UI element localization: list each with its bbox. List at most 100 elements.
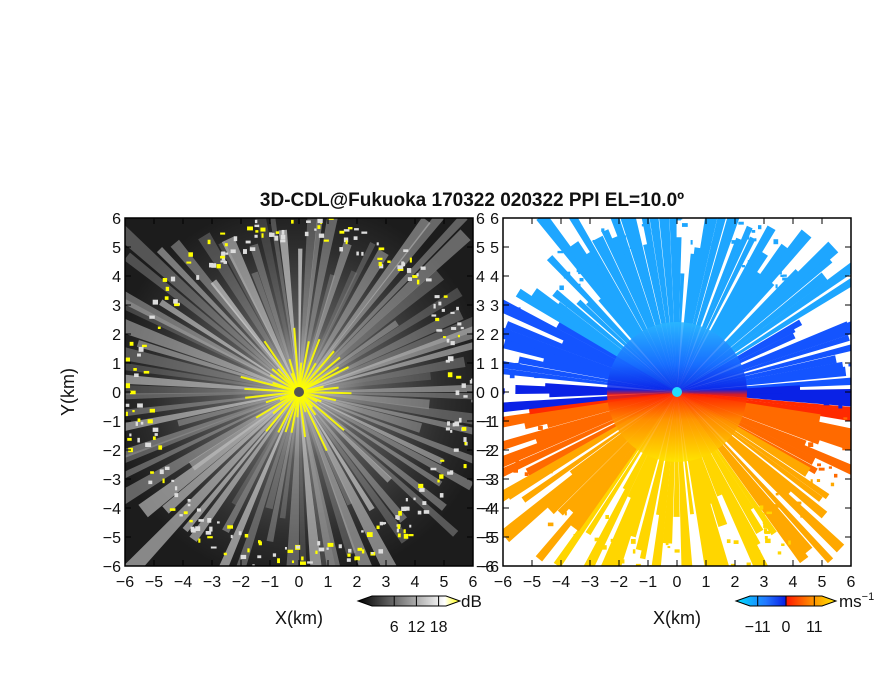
snr-edge-speckle bbox=[470, 378, 473, 381]
snr-edge-speckle bbox=[441, 308, 445, 312]
snr-xtick-label: 1 bbox=[324, 574, 333, 591]
snr-edge-speckle bbox=[159, 469, 164, 475]
snr-edge-speckle bbox=[164, 466, 170, 470]
radar-site-marker-left bbox=[294, 387, 304, 397]
snr-ray bbox=[299, 392, 375, 512]
snr-core-echo bbox=[298, 391, 307, 438]
snr-edge-speckle bbox=[345, 240, 348, 245]
velocity-ytick-label: 5 bbox=[490, 240, 499, 257]
snr-ray bbox=[231, 392, 299, 506]
snr-edge-speckle bbox=[174, 303, 180, 307]
snr-edge-speckle bbox=[338, 544, 342, 549]
snr-edge-speckle bbox=[165, 286, 170, 291]
velocity-edge-speckle bbox=[823, 282, 829, 286]
snr-edge-speckle bbox=[327, 542, 334, 547]
snr-ray bbox=[125, 392, 299, 566]
snr-ray bbox=[299, 218, 431, 392]
velocity-edge-speckle bbox=[683, 547, 687, 553]
snr-core-echo bbox=[277, 391, 300, 433]
snr-ray bbox=[266, 392, 299, 543]
snr-edge-speckle bbox=[317, 541, 321, 546]
snr-ytick-label-right: −4 bbox=[476, 501, 494, 518]
velocity-ray bbox=[677, 377, 851, 392]
snr-ray bbox=[125, 298, 299, 392]
snr-edge-speckle bbox=[133, 368, 137, 371]
snr-edge-speckle bbox=[179, 514, 183, 517]
snr-edge-speckle bbox=[207, 518, 212, 523]
velocity-edge-speckle bbox=[503, 416, 505, 420]
snr-edge-speckle bbox=[210, 546, 217, 549]
snr-edge-speckle bbox=[209, 526, 213, 532]
velocity-edge-speckle bbox=[564, 511, 567, 516]
snr-edge-speckle bbox=[450, 341, 455, 346]
snr-ray bbox=[188, 392, 299, 471]
velocity-edge-speckle bbox=[621, 559, 625, 564]
velocity-ray bbox=[641, 218, 677, 392]
snr-ray bbox=[286, 392, 299, 566]
snr-edge-speckle bbox=[125, 383, 131, 389]
snr-core-echo bbox=[293, 327, 300, 393]
velocity-edge-speckle bbox=[818, 363, 822, 366]
velocity-edge-speckle bbox=[843, 417, 848, 420]
velocity-ytick-label: −4 bbox=[481, 501, 499, 518]
snr-edge-speckle bbox=[447, 372, 453, 378]
snr-edge-speckle bbox=[443, 295, 448, 298]
snr-xtick-label: 2 bbox=[353, 574, 362, 591]
velocity-edge-speckle bbox=[665, 540, 669, 546]
velocity-xtick-label: 0 bbox=[673, 574, 682, 591]
velocity-edge-speckle bbox=[648, 230, 652, 235]
velocity-ray bbox=[503, 392, 677, 478]
snr-edge-speckle bbox=[280, 234, 286, 240]
snr-ray bbox=[136, 340, 299, 392]
velocity-edge-speckle bbox=[817, 463, 822, 467]
snr-edge-speckle bbox=[469, 380, 473, 384]
snr-edge-speckle bbox=[230, 249, 236, 254]
velocity-edge-speckle bbox=[513, 468, 518, 473]
snr-core-echo bbox=[298, 362, 317, 393]
snr-edge-speckle bbox=[125, 403, 130, 407]
snr-xtick-label: 6 bbox=[469, 574, 478, 591]
snr-edge-speckle bbox=[328, 218, 334, 220]
velocity-ytick-label: −3 bbox=[481, 472, 499, 489]
velocity-edge-speckle bbox=[579, 277, 584, 282]
snr-edge-speckle bbox=[198, 519, 204, 522]
snr-ray bbox=[125, 392, 299, 400]
snr-core-echo bbox=[298, 391, 352, 395]
velocity-edge-speckle bbox=[601, 228, 605, 232]
snr-ray bbox=[265, 392, 299, 510]
snr-edge-speckle bbox=[436, 329, 443, 332]
velocity-edge-speckle bbox=[800, 514, 806, 518]
snr-ray bbox=[236, 392, 299, 566]
snr-edge-speckle bbox=[223, 261, 228, 264]
snr-ray bbox=[299, 392, 459, 537]
snr-ray bbox=[299, 287, 463, 392]
snr-edge-speckle bbox=[174, 493, 179, 498]
snr-edge-speckle bbox=[261, 233, 264, 238]
velocity-edge-speckle bbox=[564, 271, 571, 276]
velocity-edge-speckle bbox=[538, 425, 543, 430]
snr-edge-speckle bbox=[412, 275, 418, 278]
snr-edge-speckle bbox=[189, 519, 193, 523]
snr-edge-speckle bbox=[378, 261, 382, 267]
snr-edge-speckle bbox=[464, 442, 467, 445]
snr-ray bbox=[221, 236, 299, 392]
velocity-edge-speckle bbox=[552, 263, 558, 267]
snr-edge-speckle bbox=[183, 511, 188, 515]
snr-ray bbox=[125, 384, 299, 395]
snr-ray bbox=[299, 242, 352, 392]
snr-edge-speckle bbox=[162, 478, 165, 484]
snr-ray bbox=[189, 392, 299, 542]
snr-edge-speckle bbox=[450, 429, 453, 433]
snr-edge-speckle bbox=[277, 558, 280, 564]
velocity-edge-speckle bbox=[860, 362, 864, 366]
snr-edge-speckle bbox=[376, 242, 379, 246]
snr-ray bbox=[170, 239, 299, 392]
snr-edge-speckle bbox=[190, 528, 196, 533]
snr-ray bbox=[299, 320, 399, 392]
velocity-edge-speckle bbox=[773, 239, 779, 245]
snr-edge-speckle bbox=[149, 315, 155, 319]
snr-xtick-label: 3 bbox=[382, 574, 391, 591]
velocity-ytick-label: 0 bbox=[490, 385, 499, 402]
snr-ray bbox=[299, 392, 473, 425]
snr-edge-speckle bbox=[343, 229, 350, 232]
